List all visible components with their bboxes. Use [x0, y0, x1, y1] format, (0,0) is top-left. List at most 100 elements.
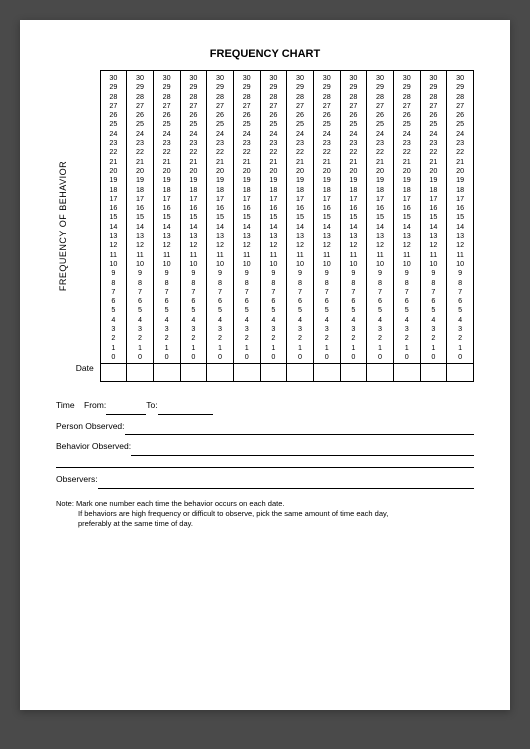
to-line[interactable]: [158, 405, 213, 415]
person-line[interactable]: [125, 425, 474, 435]
date-cell[interactable]: [287, 364, 314, 382]
date-cell[interactable]: [393, 364, 420, 382]
date-cell[interactable]: [207, 364, 234, 382]
tick-number: 0: [458, 353, 462, 360]
tick-number: 25: [403, 120, 411, 127]
tick-number: 12: [216, 241, 224, 248]
behavior-line-2[interactable]: [56, 458, 474, 468]
tick-number: 4: [325, 316, 329, 323]
number-column[interactable]: 3029282726252423222120191817161514131211…: [340, 71, 367, 364]
date-cell[interactable]: [367, 364, 394, 382]
corner-cell: [70, 71, 100, 364]
tick-number: 27: [136, 102, 144, 109]
date-cell[interactable]: [153, 364, 180, 382]
date-cell[interactable]: [100, 364, 127, 382]
tick-number: 2: [271, 334, 275, 341]
tick-number: 9: [218, 269, 222, 276]
behavior-line[interactable]: [131, 446, 474, 456]
tick-number: 2: [111, 334, 115, 341]
tick-number: 9: [245, 269, 249, 276]
tick-number: 17: [136, 195, 144, 202]
tick-number: 9: [138, 269, 142, 276]
tick-number: 20: [269, 167, 277, 174]
tick-number: 7: [218, 288, 222, 295]
tick-number: 6: [138, 297, 142, 304]
tick-number: 12: [349, 241, 357, 248]
tick-number: 12: [189, 241, 197, 248]
number-column[interactable]: 3029282726252423222120191817161514131211…: [313, 71, 340, 364]
date-cell[interactable]: [260, 364, 287, 382]
number-column[interactable]: 3029282726252423222120191817161514131211…: [233, 71, 260, 364]
number-column[interactable]: 3029282726252423222120191817161514131211…: [260, 71, 287, 364]
tick-number: 29: [269, 83, 277, 90]
tick-number: 5: [405, 306, 409, 313]
tick-number: 10: [349, 260, 357, 267]
tick-number: 0: [138, 353, 142, 360]
tick-number: 23: [456, 139, 464, 146]
tick-number: 9: [298, 269, 302, 276]
tick-number: 30: [403, 74, 411, 81]
tick-number: 22: [429, 148, 437, 155]
tick-number: 28: [216, 93, 224, 100]
behavior-field-row-2: [56, 458, 474, 468]
tick-number: 9: [271, 269, 275, 276]
number-column[interactable]: 3029282726252423222120191817161514131211…: [207, 71, 234, 364]
tick-number: 10: [403, 260, 411, 267]
number-column[interactable]: 3029282726252423222120191817161514131211…: [420, 71, 447, 364]
tick-number: 25: [376, 120, 384, 127]
tick-number: 5: [218, 306, 222, 313]
tick-number: 1: [458, 344, 462, 351]
number-column[interactable]: 3029282726252423222120191817161514131211…: [447, 71, 474, 364]
observers-line[interactable]: [98, 479, 474, 489]
number-column[interactable]: 3029282726252423222120191817161514131211…: [393, 71, 420, 364]
tick-number: 21: [163, 158, 171, 165]
tick-number: 20: [429, 167, 437, 174]
date-cell[interactable]: [127, 364, 154, 382]
number-column[interactable]: 3029282726252423222120191817161514131211…: [100, 71, 127, 364]
tick-number: 25: [456, 120, 464, 127]
tick-number: 11: [216, 251, 223, 258]
tick-number: 11: [270, 251, 277, 258]
number-column[interactable]: 3029282726252423222120191817161514131211…: [367, 71, 394, 364]
tick-number: 4: [218, 316, 222, 323]
tick-number: 10: [296, 260, 304, 267]
tick-number: 2: [218, 334, 222, 341]
date-cell[interactable]: [420, 364, 447, 382]
tick-number: 12: [376, 241, 384, 248]
tick-number: 8: [271, 279, 275, 286]
tick-number: 9: [378, 269, 382, 276]
tick-number: 26: [109, 111, 117, 118]
date-cell[interactable]: [313, 364, 340, 382]
tick-number: 21: [296, 158, 304, 165]
tick-number: 28: [269, 93, 277, 100]
number-column[interactable]: 3029282726252423222120191817161514131211…: [153, 71, 180, 364]
tick-number: 20: [136, 167, 144, 174]
tick-number: 25: [429, 120, 437, 127]
date-cell[interactable]: [233, 364, 260, 382]
number-column[interactable]: 3029282726252423222120191817161514131211…: [180, 71, 207, 364]
number-column[interactable]: 3029282726252423222120191817161514131211…: [127, 71, 154, 364]
tick-number: 26: [296, 111, 304, 118]
tick-number: 18: [403, 186, 411, 193]
tick-number: 13: [109, 232, 117, 239]
date-cell[interactable]: [447, 364, 474, 382]
date-cell[interactable]: [180, 364, 207, 382]
tick-number: 30: [456, 74, 464, 81]
number-column[interactable]: 3029282726252423222120191817161514131211…: [287, 71, 314, 364]
tick-number: 4: [298, 316, 302, 323]
tick-number: 19: [136, 176, 144, 183]
tick-number: 5: [351, 306, 355, 313]
tick-number: 10: [109, 260, 117, 267]
tick-number: 14: [456, 223, 464, 230]
date-cell[interactable]: [340, 364, 367, 382]
tick-number: 17: [323, 195, 331, 202]
frequency-table: 3029282726252423222120191817161514131211…: [70, 70, 474, 382]
tick-number: 26: [243, 111, 251, 118]
tick-number: 29: [429, 83, 437, 90]
tick-number: 13: [349, 232, 357, 239]
tick-number: 25: [243, 120, 251, 127]
from-line[interactable]: [106, 405, 146, 415]
tick-number: 6: [405, 297, 409, 304]
tick-number: 21: [429, 158, 437, 165]
tick-number: 29: [296, 83, 304, 90]
